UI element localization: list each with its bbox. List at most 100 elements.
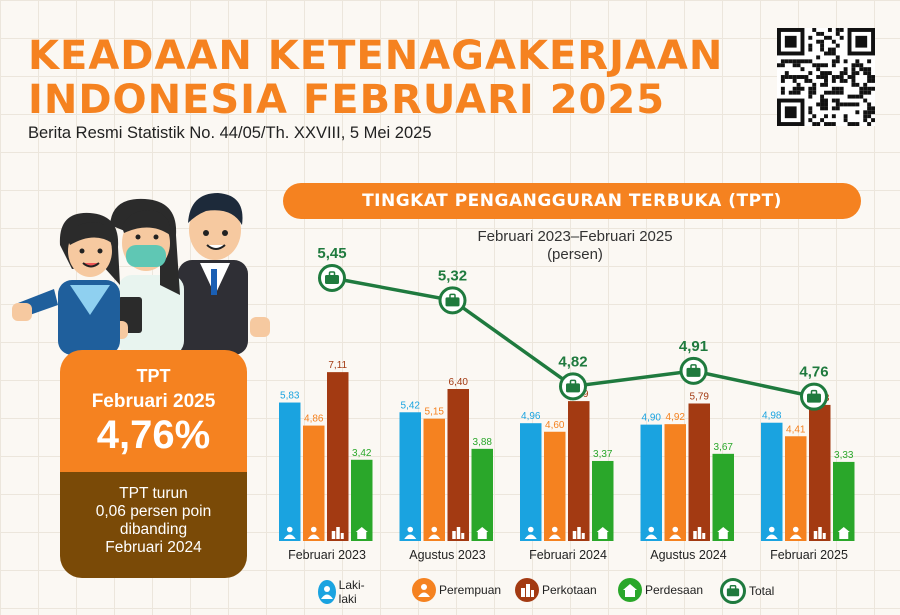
person-icon xyxy=(669,526,682,539)
legend-label: Perkotaan xyxy=(542,583,597,597)
icon-building xyxy=(577,527,581,539)
icon-head xyxy=(527,526,534,533)
city-icon xyxy=(452,527,465,539)
bar-perdesaan-februari-2024 xyxy=(592,460,614,541)
note-line-3: dibanding xyxy=(119,521,188,538)
icon-body xyxy=(548,534,561,539)
icon-head xyxy=(768,526,775,533)
data-label-perempuan: 4,92 xyxy=(666,412,686,423)
bar-perempuan-agustus-2023 xyxy=(423,418,445,541)
data-label-laki-laki: 4,98 xyxy=(762,411,782,422)
icon-case xyxy=(325,275,339,284)
data-label-perempuan: 5,15 xyxy=(425,407,445,418)
data-label-perdesaan: 3,33 xyxy=(834,450,854,461)
house-icon xyxy=(355,527,368,539)
data-label-perdesaan: 3,37 xyxy=(593,449,613,460)
icon-body xyxy=(789,534,802,539)
bar-perdesaan-agustus-2024 xyxy=(712,453,734,541)
house-icon xyxy=(476,527,489,539)
data-label-laki-laki: 5,83 xyxy=(280,391,300,402)
icon-building xyxy=(456,527,461,539)
icon-building xyxy=(581,533,585,539)
woman-masked-figure xyxy=(108,198,184,355)
icon-roof xyxy=(355,527,368,532)
house-icon xyxy=(717,527,730,539)
icon-head xyxy=(551,526,558,533)
card-value: 4,76% xyxy=(96,413,211,457)
icon-handle xyxy=(810,389,818,396)
note-line-4: Februari 2024 xyxy=(105,539,202,556)
person-icon xyxy=(789,526,802,539)
house-icon xyxy=(837,527,850,539)
total-value-label: 4,91 xyxy=(679,338,708,355)
icon-wall xyxy=(598,532,608,539)
icon-building xyxy=(818,527,822,539)
bar-laki-laki-agustus-2023 xyxy=(399,412,421,541)
woman-figure xyxy=(12,212,120,355)
page-subtitle: Berita Resmi Statistik No. 44/05/Th. XXV… xyxy=(28,124,432,142)
tpt-highlight-card: TPT Februari 2025 4,76% xyxy=(60,350,247,472)
category-label: Februari 2025 xyxy=(770,548,848,562)
legend-label: Total xyxy=(749,584,775,598)
icon-building xyxy=(336,527,340,539)
city-icon xyxy=(813,527,826,539)
data-label-laki-laki: 4,96 xyxy=(521,411,541,422)
title-line-1: KEADAAN KETENAGAKERJAAN xyxy=(28,33,724,79)
page-title: KEADAAN KETENAGAKERJAAN INDONESIA FEBRUA… xyxy=(28,34,723,122)
icon-case xyxy=(445,297,460,307)
icon-building xyxy=(697,527,702,539)
city-icon xyxy=(515,578,539,602)
person-icon xyxy=(765,526,778,539)
icon-handle xyxy=(449,293,456,300)
city-icon xyxy=(331,527,344,539)
legend-item-perempuan: Perempuan xyxy=(412,578,501,602)
icon-head xyxy=(672,526,679,533)
icon-wall xyxy=(839,532,849,539)
briefcase-icon xyxy=(807,389,821,403)
house-icon xyxy=(618,578,642,602)
note-line-1: TPT turun xyxy=(119,485,188,502)
data-label-laki-laki: 5,42 xyxy=(401,400,421,411)
icon-body xyxy=(645,534,658,539)
bar-laki-laki-agustus-2024 xyxy=(640,424,662,541)
man-figure xyxy=(178,193,270,355)
icon-body xyxy=(428,534,441,539)
category-label: Februari 2023 xyxy=(288,548,366,562)
data-label-laki-laki: 4,90 xyxy=(642,413,662,424)
icon-head xyxy=(310,526,317,533)
icon-building xyxy=(822,533,826,539)
legend-item-total: Total xyxy=(720,578,774,604)
data-label-perkotaan: 7,11 xyxy=(328,360,347,371)
bar-laki-laki-februari-2023 xyxy=(279,402,301,541)
person-icon xyxy=(524,526,537,539)
person-icon xyxy=(307,526,320,539)
bar-perdesaan-februari-2025 xyxy=(833,461,855,541)
legend-item-perdesaan: Perdesaan xyxy=(618,578,703,602)
category-label: Februari 2024 xyxy=(529,548,607,562)
category-label: Agustus 2024 xyxy=(650,548,726,562)
icon-building xyxy=(702,533,706,539)
city-icon xyxy=(693,527,706,539)
data-label-perdesaan: 3,67 xyxy=(714,442,734,453)
icon-body xyxy=(307,534,320,539)
icon-body xyxy=(669,534,682,539)
data-label-perdesaan: 3,42 xyxy=(352,448,372,459)
card-period: Februari 2025 xyxy=(91,391,216,412)
icon-building xyxy=(331,531,336,539)
category-label: Agustus 2023 xyxy=(409,548,485,562)
icon-handle xyxy=(690,364,697,370)
icon-head xyxy=(286,526,293,533)
qr-code xyxy=(777,28,875,126)
legend-label: Perdesaan xyxy=(645,583,704,597)
icon-building xyxy=(572,531,577,539)
icon-head xyxy=(792,526,799,533)
tpt-chart: 5,83 4,86 7,11 3,42 Februari 2023 5,42 5,15 6,4… xyxy=(279,245,855,562)
data-label-perempuan: 4,86 xyxy=(304,414,324,425)
icon-body xyxy=(404,534,417,539)
person-icon xyxy=(283,526,296,539)
bar-perkotaan-agustus-2023 xyxy=(447,389,469,541)
period-unit: (persen) xyxy=(547,246,603,263)
legend-item-perkotaan: Perkotaan xyxy=(515,578,597,602)
icon-case xyxy=(807,393,821,403)
city-icon xyxy=(572,527,585,539)
